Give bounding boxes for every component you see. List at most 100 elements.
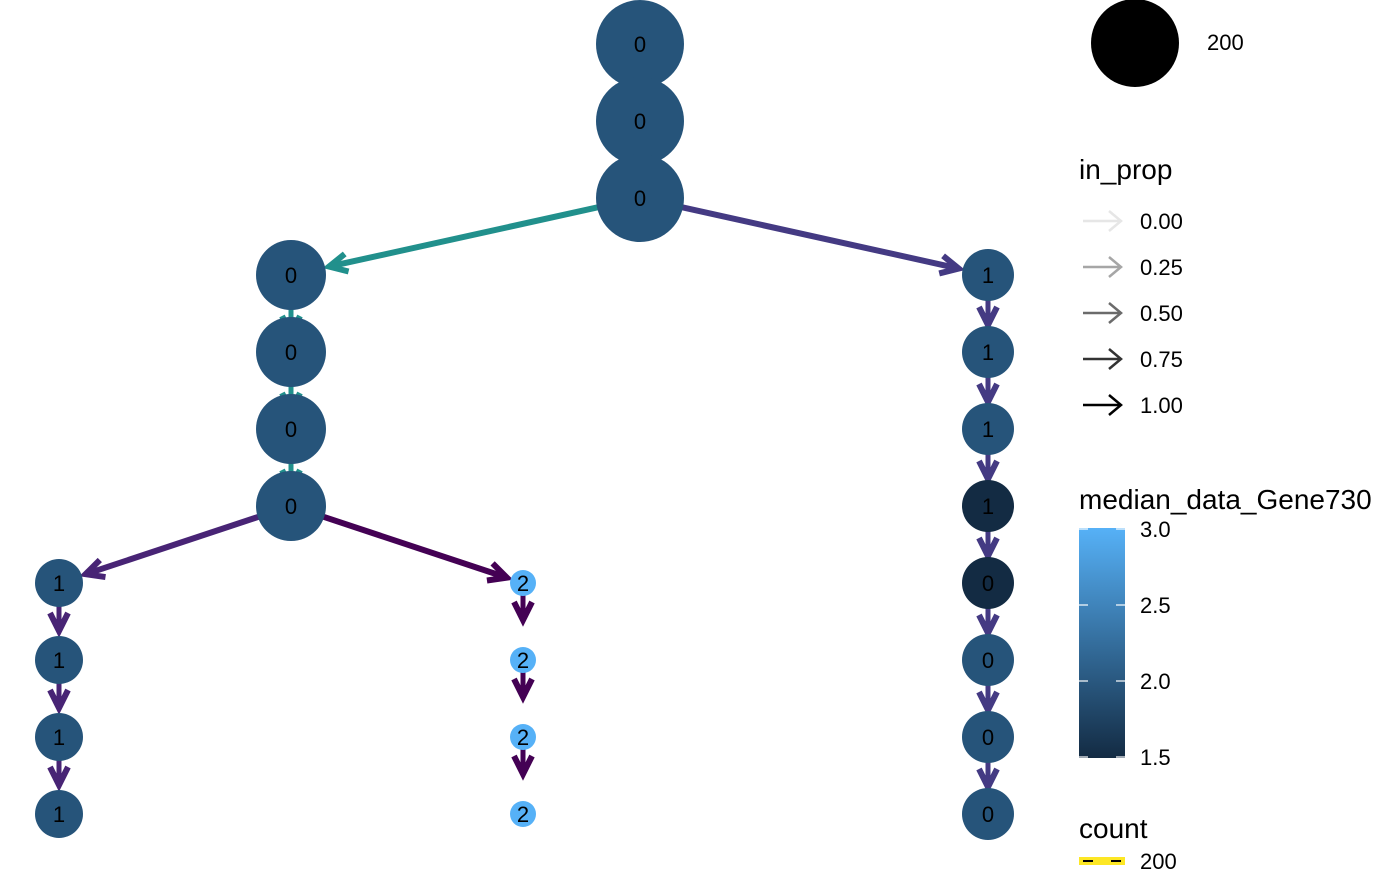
- tree-node-r1: 0: [596, 0, 684, 88]
- node-circle: [962, 249, 1014, 301]
- tree-node-R2: 1: [962, 326, 1014, 378]
- tree-node-LL2: 1: [35, 636, 83, 684]
- tree-node-LL1: 1: [35, 559, 83, 607]
- node-label: 1: [53, 648, 65, 673]
- in-prop-label-1: 0.25: [1140, 255, 1183, 280]
- tree-node-L1: 0: [256, 240, 326, 310]
- in-prop-label-3: 0.75: [1140, 347, 1183, 372]
- count-legend-title: count: [1079, 813, 1148, 844]
- edge-r3-L1: [322, 202, 607, 275]
- tree-node-R6: 0: [962, 634, 1014, 686]
- tree-node-r2: 0: [596, 77, 684, 165]
- edge-L4-LL1: [79, 511, 266, 581]
- tree-node-r3: 0: [596, 154, 684, 242]
- in-prop-arrow-3: [1083, 348, 1123, 370]
- colorbar-tick-marks: [1079, 528, 1125, 758]
- tree-node-LR2: 2: [510, 647, 536, 673]
- node-circle: [510, 647, 536, 673]
- node-circle: [962, 326, 1014, 378]
- node-label: 2: [517, 648, 529, 673]
- node-label: 2: [517, 571, 529, 596]
- in-prop-arrow-0: [1083, 210, 1123, 232]
- node-circle: [596, 0, 684, 88]
- count-legend-label: 200: [1140, 849, 1177, 874]
- tree-node-LL4: 1: [35, 790, 83, 838]
- colorbar-tick-3-0: 3.0: [1140, 517, 1171, 542]
- node-label: 0: [634, 32, 646, 57]
- node-circle: [962, 480, 1014, 532]
- in-prop-legend-arrows: [1083, 210, 1123, 416]
- in-prop-arrow-2: [1083, 302, 1123, 324]
- node-label: 1: [53, 725, 65, 750]
- node-circle: [256, 394, 326, 464]
- node-label: 2: [517, 725, 529, 750]
- node-label: 0: [285, 494, 297, 519]
- size-legend-circle: [1091, 0, 1179, 87]
- tree-node-R8: 0: [962, 788, 1014, 840]
- node-circle: [35, 636, 83, 684]
- tree-node-LR3: 2: [510, 724, 536, 750]
- node-circle: [962, 634, 1014, 686]
- node-circle: [596, 154, 684, 242]
- node-label: 0: [982, 802, 994, 827]
- tree-node-LR1: 2: [510, 570, 536, 596]
- edge-r3-R1: [673, 202, 966, 277]
- median-colorbar: [1079, 528, 1125, 758]
- node-circle: [35, 559, 83, 607]
- tree-node-L2: 0: [256, 317, 326, 387]
- tree-node-LR4: 2: [510, 801, 536, 827]
- edge-LR1-LR2: [511, 593, 535, 627]
- tree-node-R5: 0: [962, 557, 1014, 609]
- node-label: 0: [982, 648, 994, 673]
- tree-node-R3: 1: [962, 403, 1014, 455]
- node-circle: [510, 724, 536, 750]
- count-legend-swatch: [1079, 857, 1125, 865]
- node-label: 0: [634, 186, 646, 211]
- in-prop-legend-title: in_prop: [1079, 154, 1173, 185]
- node-circle: [256, 471, 326, 541]
- node-label: 2: [517, 802, 529, 827]
- colorbar-tick-1-5: 1.5: [1140, 745, 1171, 770]
- node-label: 1: [53, 571, 65, 596]
- tree-node-L3: 0: [256, 394, 326, 464]
- tree-node-LL3: 1: [35, 713, 83, 761]
- node-circle: [256, 317, 326, 387]
- tree-node-R4: 1: [962, 480, 1014, 532]
- in-prop-arrow-4: [1083, 394, 1123, 416]
- colorbar-tick-2-0: 2.0: [1140, 669, 1171, 694]
- node-circle: [596, 77, 684, 165]
- clustering-tree: 0 0 0 0 0 0 0 1 1 1 1 2 2 2 2 1 1 1 1 0 0 0 0: [35, 0, 1014, 840]
- node-label: 0: [634, 109, 646, 134]
- node-label: 0: [285, 340, 297, 365]
- node-label: 1: [982, 263, 994, 288]
- colorbar-tick-2-5: 2.5: [1140, 593, 1171, 618]
- node-label: 1: [982, 494, 994, 519]
- node-label: 1: [982, 417, 994, 442]
- node-circle: [962, 711, 1014, 763]
- node-circle: [510, 570, 536, 596]
- node-circle: [962, 557, 1014, 609]
- node-label: 1: [982, 340, 994, 365]
- node-label: 1: [53, 802, 65, 827]
- median-legend-title: median_data_Gene730: [1079, 484, 1372, 515]
- in-prop-label-0: 0.00: [1140, 209, 1183, 234]
- in-prop-arrow-1: [1083, 256, 1123, 278]
- node-circle: [510, 801, 536, 827]
- tree-node-R1: 1: [962, 249, 1014, 301]
- node-label: 0: [285, 417, 297, 442]
- node-circle: [256, 240, 326, 310]
- tree-node-L4: 0: [256, 471, 326, 541]
- tree-node-R7: 0: [962, 711, 1014, 763]
- node-circle: [962, 403, 1014, 455]
- node-label: 0: [982, 725, 994, 750]
- node-label: 0: [285, 263, 297, 288]
- node-label: 0: [982, 571, 994, 596]
- size-legend-label: 200: [1207, 30, 1244, 55]
- in-prop-label-2: 0.50: [1140, 301, 1183, 326]
- node-circle: [962, 788, 1014, 840]
- in-prop-label-4: 1.00: [1140, 393, 1183, 418]
- edge-LR2-LR3: [511, 670, 535, 704]
- edge-LR3-LR4: [511, 747, 535, 781]
- node-circle: [35, 713, 83, 761]
- node-circle: [35, 790, 83, 838]
